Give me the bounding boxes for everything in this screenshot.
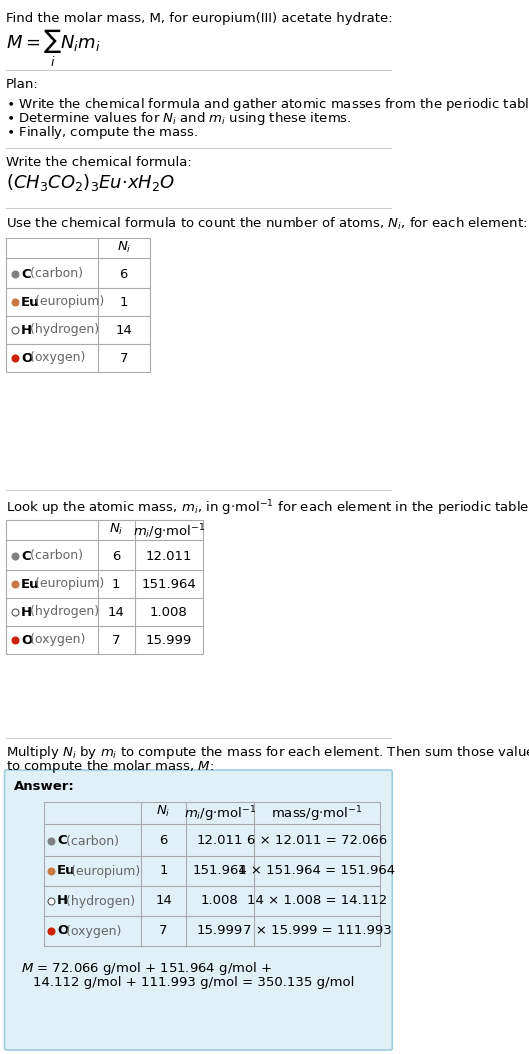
Text: (hydrogen): (hydrogen)	[26, 324, 99, 336]
Text: Use the chemical formula to count the number of atoms, $N_i$, for each element:: Use the chemical formula to count the nu…	[6, 216, 527, 232]
Text: C: C	[21, 549, 31, 563]
Text: H: H	[21, 324, 32, 336]
Text: 15.999: 15.999	[145, 633, 192, 646]
Text: Eu: Eu	[21, 578, 40, 590]
Text: (carbon): (carbon)	[62, 835, 119, 847]
Text: $\bullet$ Finally, compute the mass.: $\bullet$ Finally, compute the mass.	[6, 124, 198, 141]
Text: (europium): (europium)	[31, 295, 104, 309]
Text: 14: 14	[115, 324, 132, 336]
Text: C: C	[21, 268, 31, 280]
Text: H: H	[57, 895, 68, 907]
Text: (europium): (europium)	[67, 864, 140, 878]
Text: (hydrogen): (hydrogen)	[62, 895, 135, 907]
Text: 1: 1	[159, 864, 168, 878]
Text: $M$ = 72.066 g/mol + 151.964 g/mol +: $M$ = 72.066 g/mol + 151.964 g/mol +	[21, 960, 272, 977]
Text: 7: 7	[120, 351, 128, 365]
Text: (oxygen): (oxygen)	[26, 633, 85, 646]
Text: $N_i$: $N_i$	[156, 804, 171, 819]
Text: 6: 6	[112, 549, 121, 563]
FancyBboxPatch shape	[5, 770, 393, 1050]
Text: 151.964: 151.964	[193, 864, 247, 878]
Text: (oxygen): (oxygen)	[62, 924, 121, 937]
Text: $m_i$/g$\cdot$mol$^{-1}$: $m_i$/g$\cdot$mol$^{-1}$	[132, 522, 205, 542]
Text: 1.008: 1.008	[150, 605, 188, 619]
Text: 12.011: 12.011	[145, 549, 192, 563]
Text: Plan:: Plan:	[6, 78, 39, 91]
Text: 6: 6	[159, 835, 168, 847]
Text: 7: 7	[112, 633, 121, 646]
Text: 15.999: 15.999	[197, 924, 243, 937]
Text: 14 × 1.008 = 14.112: 14 × 1.008 = 14.112	[247, 895, 387, 907]
Text: 6: 6	[120, 268, 128, 280]
Text: 1: 1	[120, 295, 128, 309]
Text: 1: 1	[112, 578, 121, 590]
Text: Answer:: Answer:	[14, 780, 74, 793]
Text: 14: 14	[108, 605, 125, 619]
Text: 7 × 15.999 = 111.993: 7 × 15.999 = 111.993	[242, 924, 391, 937]
Text: 6 × 12.011 = 72.066: 6 × 12.011 = 72.066	[247, 835, 387, 847]
Text: 14: 14	[155, 895, 172, 907]
Text: $M = \sum_i N_i m_i$: $M = \sum_i N_i m_i$	[6, 28, 101, 70]
Text: $\bullet$ Determine values for $N_i$ and $m_i$ using these items.: $\bullet$ Determine values for $N_i$ and…	[6, 110, 352, 126]
Text: $(CH_3CO_2)_3Eu{\cdot}xH_2O$: $(CH_3CO_2)_3Eu{\cdot}xH_2O$	[6, 172, 175, 193]
Text: Write the chemical formula:: Write the chemical formula:	[6, 156, 191, 169]
Text: $\bullet$ Write the chemical formula and gather atomic masses from the periodic : $\bullet$ Write the chemical formula and…	[6, 96, 529, 113]
Text: (carbon): (carbon)	[26, 549, 83, 563]
Text: Look up the atomic mass, $m_i$, in g$\cdot$mol$^{-1}$ for each element in the pe: Look up the atomic mass, $m_i$, in g$\cd…	[6, 497, 529, 518]
Text: $m_i$/g$\cdot$mol$^{-1}$: $m_i$/g$\cdot$mol$^{-1}$	[184, 804, 256, 823]
Text: O: O	[21, 633, 32, 646]
Text: to compute the molar mass, $M$:: to compute the molar mass, $M$:	[6, 758, 214, 775]
Text: $N_i$: $N_i$	[116, 240, 131, 255]
Text: O: O	[57, 924, 68, 937]
Text: (carbon): (carbon)	[26, 268, 83, 280]
Text: (hydrogen): (hydrogen)	[26, 605, 99, 619]
Bar	[43, 802, 380, 946]
Text: 1 × 151.964 = 151.964: 1 × 151.964 = 151.964	[239, 864, 396, 878]
Text: mass/g$\cdot$mol$^{-1}$: mass/g$\cdot$mol$^{-1}$	[271, 804, 363, 823]
Text: Multiply $N_i$ by $m_i$ to compute the mass for each element. Then sum those val: Multiply $N_i$ by $m_i$ to compute the m…	[6, 744, 529, 761]
Text: H: H	[21, 605, 32, 619]
Bar	[6, 520, 203, 653]
Text: $N_i$: $N_i$	[109, 522, 123, 538]
Text: 151.964: 151.964	[141, 578, 196, 590]
Text: (europium): (europium)	[31, 578, 104, 590]
Bar	[6, 238, 150, 372]
Text: 7: 7	[159, 924, 168, 937]
Text: 1.008: 1.008	[201, 895, 239, 907]
Text: (oxygen): (oxygen)	[26, 351, 85, 365]
Text: C: C	[57, 835, 67, 847]
Text: 12.011: 12.011	[196, 835, 243, 847]
Text: Eu: Eu	[57, 864, 76, 878]
Text: 14.112 g/mol + 111.993 g/mol = 350.135 g/mol: 14.112 g/mol + 111.993 g/mol = 350.135 g…	[33, 976, 354, 989]
Text: Find the molar mass, M, for europium(III) acetate hydrate:: Find the molar mass, M, for europium(III…	[6, 12, 393, 25]
Text: Eu: Eu	[21, 295, 40, 309]
Text: O: O	[21, 351, 32, 365]
